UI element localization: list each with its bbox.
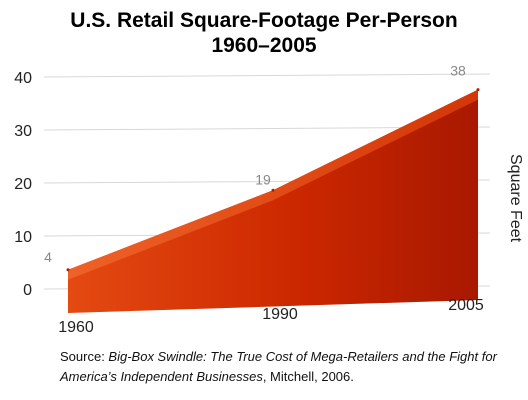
chart-title-line-2: 1960–2005 <box>211 34 317 57</box>
gridline <box>43 73 491 78</box>
source-book-title: Big-Box Swindle: The True Cost of Mega-R… <box>60 349 497 384</box>
source-prefix: Source: <box>60 349 109 364</box>
data-label: 38 <box>450 63 466 79</box>
data-point <box>271 188 275 192</box>
y-tick-label: 10 <box>14 229 32 246</box>
x-tick-label: 2005 <box>448 297 484 314</box>
chart-title-line-1: U.S. Retail Square-Footage Per-Person <box>70 9 458 32</box>
x-tick-label: 1960 <box>58 319 94 336</box>
y-tick-label: 30 <box>14 123 32 140</box>
source-suffix: , Mitchell, 2006. <box>262 369 354 384</box>
y-axis-label: Square Feet <box>507 153 524 243</box>
data-label: 4 <box>44 249 52 265</box>
chart-title: U.S. Retail Square-Footage Per-Person 19… <box>0 8 528 58</box>
data-point <box>66 268 70 272</box>
y-tick-label: 40 <box>14 70 32 87</box>
y-tick-label: 20 <box>14 176 32 193</box>
area-top-face <box>68 89 478 280</box>
y-tick-label: 0 <box>23 282 32 299</box>
data-point <box>476 88 480 92</box>
x-tick-label: 1990 <box>262 306 298 323</box>
source-citation: Source: Big-Box Swindle: The True Cost o… <box>60 347 500 387</box>
data-label: 19 <box>255 171 271 187</box>
